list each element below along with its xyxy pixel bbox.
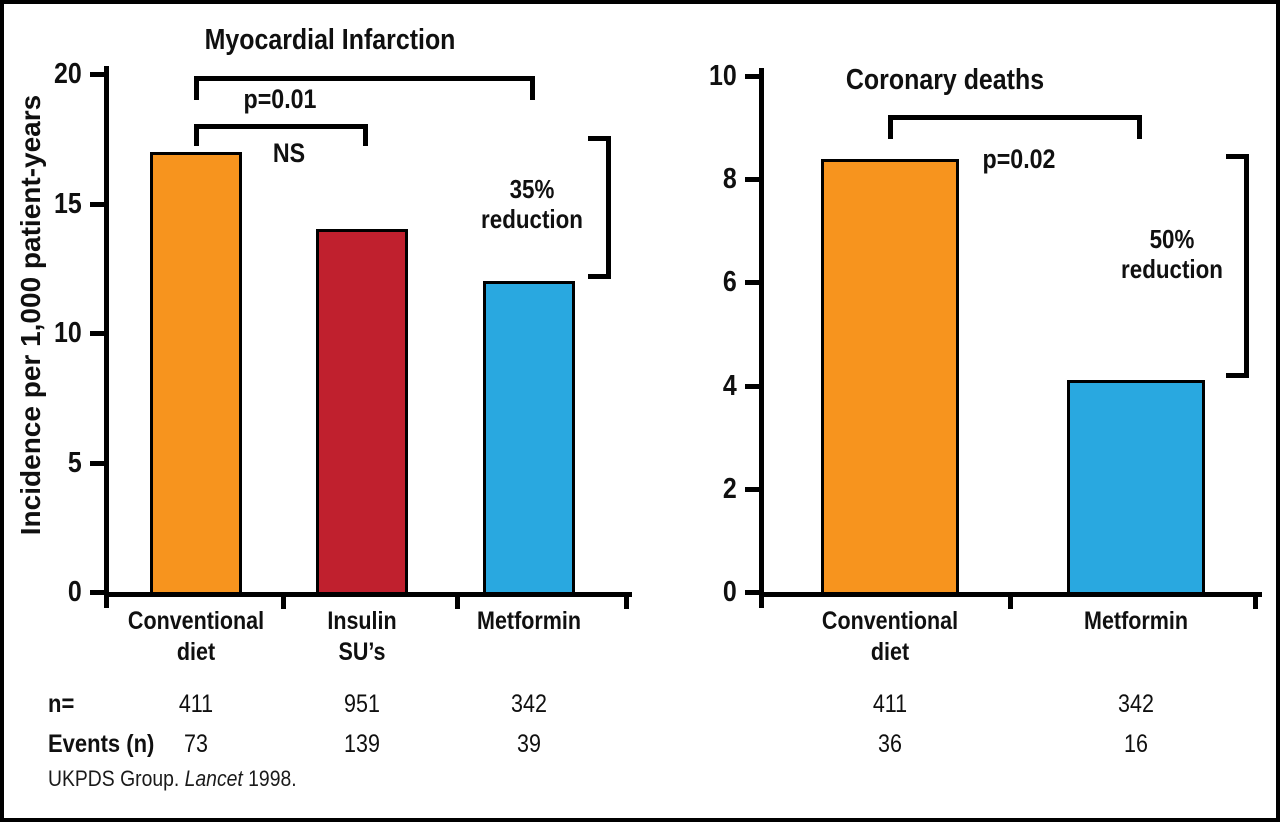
- events-value: 36: [878, 730, 902, 758]
- y-tick: [90, 461, 105, 466]
- events-value: 139: [344, 730, 380, 758]
- significance-label: NS: [272, 138, 306, 168]
- bar-insulin: [316, 229, 408, 595]
- events-value: 39: [517, 730, 541, 758]
- category-label-line: SU’s: [338, 638, 386, 666]
- events-value: 73: [184, 730, 208, 758]
- n-value: 411: [872, 690, 908, 718]
- n-value: 411: [178, 690, 214, 718]
- y-tick: [90, 331, 105, 336]
- x-tick: [624, 596, 629, 609]
- x-tick: [1008, 596, 1013, 609]
- reduction-bracket: [1226, 154, 1249, 378]
- y-tick-label: 0: [722, 576, 737, 608]
- y-axis-line: [104, 66, 109, 608]
- source-citation: UKPDS Group. Lancet 1998.: [48, 766, 297, 792]
- y-tick: [745, 487, 760, 492]
- source-suffix: 1998.: [242, 766, 297, 791]
- bar-metformin: [1067, 380, 1205, 595]
- x-axis-line: [759, 592, 1262, 597]
- reduction-label-line: 35%: [509, 174, 555, 204]
- x-axis-line: [104, 592, 632, 597]
- y-tick-label: 2: [722, 473, 737, 505]
- n-value: 951: [344, 690, 380, 718]
- n-value: 342: [511, 690, 547, 718]
- events-row-label: Events (n): [48, 730, 155, 758]
- comparison-bracket: [194, 124, 368, 146]
- y-tick: [745, 74, 760, 79]
- reduction-label-line: 50%: [1149, 224, 1195, 254]
- y-axis-title: Incidence per 1,000 patient-years: [6, 62, 56, 568]
- reduction-label-line: reduction: [481, 204, 583, 234]
- y-tick: [90, 202, 105, 207]
- y-tick: [745, 590, 760, 595]
- y-tick-label: 15: [54, 188, 82, 220]
- category-label: Metformin: [1041, 606, 1230, 637]
- y-tick-label: 20: [54, 58, 82, 90]
- y-tick-label: 5: [67, 447, 82, 479]
- category-label-line: diet: [176, 638, 216, 666]
- significance-label: p=0.01: [243, 84, 317, 114]
- reduction-bracket: [588, 136, 611, 279]
- category-label: Metformin: [434, 606, 623, 637]
- y-tick-label: 10: [54, 317, 82, 349]
- x-tick: [455, 596, 460, 609]
- y-tick-label: 8: [722, 163, 737, 195]
- chart-title-coronary-deaths: Coronary deaths: [845, 64, 1045, 96]
- category-label: Conventional diet: [101, 606, 290, 668]
- reduction-label: 35% reduction: [455, 174, 610, 234]
- category-label-line: diet: [870, 638, 910, 666]
- y-axis-line: [759, 68, 764, 608]
- y-tick: [90, 590, 105, 595]
- x-tick: [281, 596, 286, 609]
- category-label: Insulin SU’s: [267, 606, 456, 668]
- y-tick: [90, 72, 105, 77]
- category-label-line: Conventional: [127, 607, 265, 635]
- y-tick-label: 4: [722, 370, 737, 402]
- y-tick-label: 0: [67, 576, 82, 608]
- comparison-bracket: [194, 76, 535, 100]
- reduction-label: 50% reduction: [1095, 224, 1250, 284]
- bar-conventional: [150, 152, 242, 595]
- n-row-label: n=: [48, 690, 75, 718]
- chart-title-myocardial-infarction: Myocardial Infarction: [204, 24, 456, 56]
- bar-metformin: [483, 281, 575, 595]
- category-label: Conventional diet: [795, 606, 984, 668]
- significance-label: p=0.02: [982, 144, 1056, 174]
- category-label-line: Conventional: [821, 607, 959, 635]
- bar-conventional: [821, 159, 959, 595]
- y-tick-label: 10: [709, 60, 737, 92]
- source-prefix: UKPDS Group.: [48, 766, 185, 791]
- category-label-line: Insulin: [327, 607, 397, 635]
- reduction-label-line: reduction: [1121, 254, 1223, 284]
- source-journal: Lancet: [184, 766, 243, 791]
- y-tick: [745, 384, 760, 389]
- y-tick: [745, 177, 760, 182]
- n-value: 342: [1118, 690, 1154, 718]
- category-label-line: Metformin: [477, 607, 581, 635]
- x-tick: [1253, 596, 1258, 609]
- y-tick: [745, 280, 760, 285]
- category-label-line: Metformin: [1084, 607, 1188, 635]
- comparison-bracket: [888, 115, 1142, 139]
- y-tick-label: 6: [722, 266, 737, 298]
- events-value: 16: [1124, 730, 1148, 758]
